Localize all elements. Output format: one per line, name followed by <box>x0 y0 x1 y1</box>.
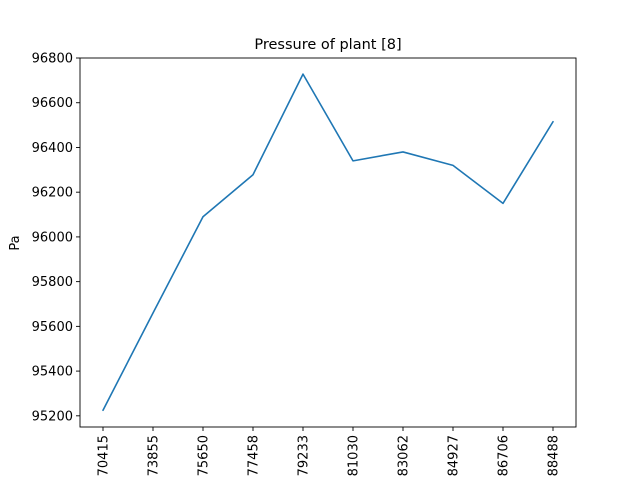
y-tick-label: 95600 <box>32 320 73 335</box>
series-line-0 <box>102 73 554 412</box>
y-tick-label: 96200 <box>32 186 73 201</box>
y-tick-label: 95800 <box>32 275 73 290</box>
y-tick-label: 96400 <box>32 141 73 156</box>
y-axis-label: Pa <box>8 235 23 250</box>
y-tick-label: 96600 <box>32 96 73 111</box>
x-tick-label: 84927 <box>447 435 462 476</box>
x-tick-label: 79233 <box>297 435 312 476</box>
y-tick-label: 95200 <box>32 409 73 424</box>
x-tick-label: 86706 <box>497 435 512 476</box>
x-tick-label: 75650 <box>197 435 212 476</box>
y-tick-label: 96000 <box>32 230 73 245</box>
x-tick-label: 83062 <box>397 435 412 476</box>
plot-frame <box>79 57 577 428</box>
chart-title: Pressure of plant [8] <box>254 37 401 53</box>
x-tick-label: 73855 <box>147 435 162 476</box>
x-tick-label: 81030 <box>347 435 362 476</box>
x-tick-label: 77458 <box>247 435 262 476</box>
y-tick-label: 96800 <box>32 52 73 67</box>
y-tick-label: 95400 <box>32 365 73 380</box>
x-tick-label: 88488 <box>547 435 562 476</box>
x-tick-label: 70415 <box>97 435 112 476</box>
plot-area: 95200 95400 95600 95800 96000 96200 96400 96600… <box>32 52 577 476</box>
